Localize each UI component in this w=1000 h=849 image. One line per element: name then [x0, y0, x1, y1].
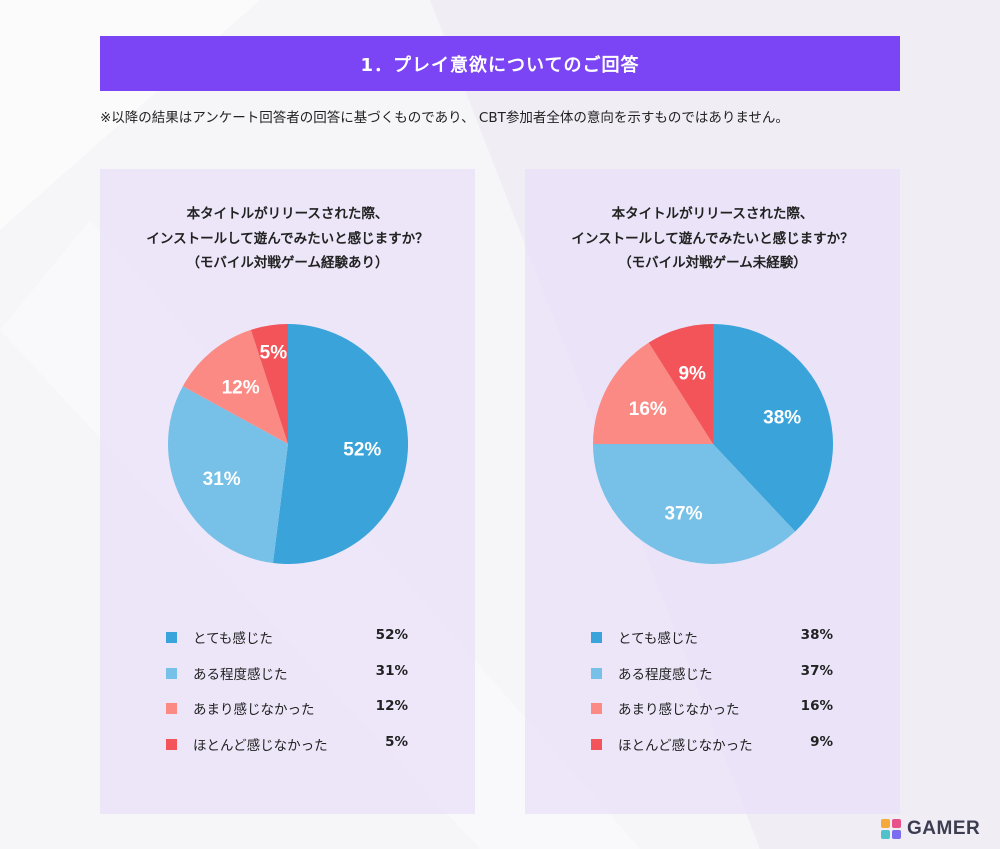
chart-title-line: インストールして遊んでみたいと感じますか？ [571, 230, 854, 247]
chart-title: 本タイトルがリリースされた際、 インストールして遊んでみたいと感じますか？ （モ… [525, 202, 900, 276]
legend-value: 38% [800, 627, 833, 643]
chart-legend: とても感じた 38% ある程度感じた 37% あまり感じなかった 16% ほとんど感じなかっ… [591, 627, 841, 769]
legend-item: とても感じた 52% [166, 627, 416, 663]
gamer-logo-text: GAMER [907, 818, 981, 839]
pie-slice [713, 324, 834, 532]
pie-slice-label: 52% [343, 440, 381, 461]
legend-swatch [591, 738, 602, 750]
legend-label: とても感じた [193, 631, 273, 647]
legend-item: ある程度感じた 37% [591, 663, 841, 699]
pie-slice-label: 5% [260, 343, 288, 364]
chart-title-line: インストールして遊んでみたいと感じますか？ [146, 230, 429, 247]
legend-swatch [591, 667, 602, 679]
section-title: 1．プレイ意欲についてのご回答 [360, 54, 640, 76]
legend-swatch [591, 703, 602, 714]
disclaimer-note: ※以降の結果はアンケート回答者の回答に基づくものであり、 CBT参加者全体の意向… [100, 110, 789, 126]
legend-value: 5% [385, 733, 408, 750]
pie-slice [593, 342, 713, 444]
legend-swatch [166, 667, 177, 679]
legend-value: 52% [375, 627, 408, 643]
legend-value: 31% [375, 662, 408, 679]
pie-slice [182, 329, 288, 444]
legend-item: あまり感じなかった 12% [166, 698, 416, 734]
legend-swatch [166, 703, 177, 714]
legend-value: 37% [800, 662, 833, 679]
gamer-logo: GAMER [880, 815, 980, 843]
pie-slice-label: 16% [629, 399, 667, 420]
pie-slice-label: 37% [664, 503, 702, 524]
pie-chart: 52% 31% 12%5% [167, 324, 409, 564]
pie-slice [167, 386, 288, 564]
legend-label: ある程度感じた [618, 666, 713, 683]
chart-panel-experienced: 本タイトルがリリースされた際、 インストールして遊んでみたいと感じますか？ （モ… [100, 169, 475, 814]
legend-item: ある程度感じた 31% [166, 663, 416, 699]
pie-chart: 38% 37% 16% 9% [593, 324, 834, 565]
pie-slice-label: 38% [763, 408, 801, 429]
pie-slice [648, 324, 713, 444]
legend-label: とても感じた [618, 631, 698, 647]
pie-slice [593, 444, 796, 565]
chart-title: 本タイトルがリリースされた際、 インストールして遊んでみたいと感じますか？ （モ… [100, 202, 475, 276]
legend-label: あまり感じなかった [193, 702, 315, 718]
section-header: 1．プレイ意欲についてのご回答 [100, 36, 900, 91]
chart-title-line: （モバイル対戦ゲーム未経験） [618, 255, 807, 271]
legend-label: ほとんど感じなかった [193, 737, 328, 754]
pie-slice-label: 9% [678, 364, 706, 385]
pie-slice [250, 324, 288, 444]
legend-swatch [166, 738, 177, 750]
chart-title-line: （モバイル対戦ゲーム経験あり） [186, 255, 389, 271]
chart-legend: とても感じた 52% ある程度感じた 31% あまり感じなかった 12% ほとんど感じなかっ… [166, 627, 416, 769]
pie-slice-label: 12% [222, 378, 260, 399]
legend-item: ほとんど感じなかった 9% [591, 734, 841, 770]
pie-slice [272, 324, 409, 564]
legend-label: あまり感じなかった [618, 702, 740, 718]
legend-swatch [166, 632, 177, 643]
legend-label: ほとんど感じなかった [618, 737, 753, 754]
legend-value: 16% [800, 698, 833, 714]
legend-label: ある程度感じた [193, 666, 288, 683]
chart-panel-inexperienced: 本タイトルがリリースされた際、 インストールして遊んでみたいと感じますか？ （モ… [525, 169, 900, 814]
legend-item: とても感じた 38% [591, 627, 841, 663]
legend-item: ほとんど感じなかった 5% [166, 734, 416, 770]
pie-slice-label: 31% [203, 469, 241, 490]
chart-title-line: 本タイトルがリリースされた際、 [611, 206, 814, 222]
legend-swatch [591, 632, 602, 643]
chart-title-line: 本タイトルがリリースされた際、 [186, 206, 389, 222]
legend-value: 12% [375, 698, 408, 714]
legend-item: あまり感じなかった 16% [591, 698, 841, 734]
legend-value: 9% [810, 733, 833, 750]
gamer-logo-icon [881, 819, 901, 839]
